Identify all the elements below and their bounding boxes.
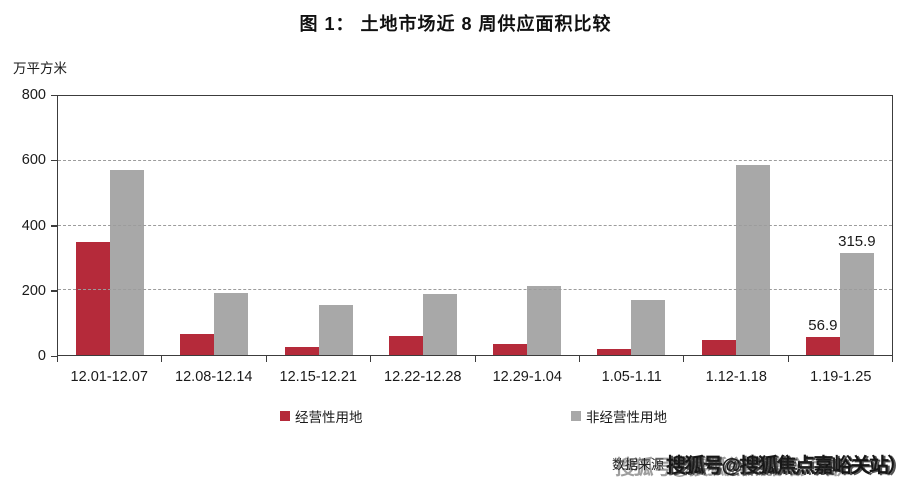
- y-tick-label: 600: [21, 152, 46, 169]
- bar-非经营性用地: [839, 252, 874, 355]
- bar-非经营性用地: [214, 292, 249, 355]
- legend-swatch: [571, 411, 581, 421]
- bar-value-label: 315.9: [838, 232, 876, 250]
- bar-group: [684, 96, 788, 355]
- chart-legend: 经营性用地 非经营性用地: [0, 406, 911, 426]
- bar-非经营性用地: [631, 299, 666, 355]
- bar-经营性用地: [597, 348, 632, 355]
- watermark-text: 搜狐号@搜狐焦点嘉峪关站）: [665, 455, 908, 477]
- bar-slot: [76, 96, 111, 355]
- bar-slot: [701, 96, 736, 355]
- bar-非经营性用地: [527, 286, 562, 355]
- bar-slot: [110, 96, 145, 355]
- bar-value-label: 56.9: [808, 316, 838, 334]
- bar-group: [475, 96, 579, 355]
- x-tick-label: 1.19-1.25: [810, 369, 872, 385]
- bar-slot: [422, 96, 457, 355]
- legend-item-non-operational: 非经营性用地: [571, 406, 667, 426]
- y-tick-mark: [51, 225, 57, 227]
- y-tick-label: 200: [21, 282, 46, 299]
- bar-经营性用地: [284, 346, 319, 355]
- bar-group: [267, 96, 371, 355]
- legend-item-operational: 经营性用地: [280, 406, 363, 426]
- y-tick-mark: [51, 159, 57, 162]
- gridline: [58, 224, 892, 226]
- bar-经营性用地: [180, 333, 215, 355]
- bar-非经营性用地: [110, 170, 145, 355]
- x-tick-label: 1.05-1.11: [601, 369, 662, 385]
- legend-label: 经营性用地: [295, 410, 363, 425]
- y-axis-labels: 0 200 400 600 800: [0, 88, 46, 364]
- x-tick-label: 12.01-12.07: [70, 369, 148, 385]
- x-tick-label: 1.12-1.18: [705, 369, 767, 385]
- chart-title: 图 1： 土地市场近 8 周供应面积比较: [299, 14, 612, 34]
- y-tick-mark: [51, 290, 57, 292]
- bar-非经营性用地: [422, 294, 457, 355]
- data-source-label: 数据来源: [611, 457, 664, 472]
- y-tick-label: 400: [21, 217, 46, 234]
- bar-slot: 56.9: [805, 96, 840, 355]
- bar-非经营性用地: [318, 304, 353, 355]
- bar-经营性用地: [388, 335, 423, 355]
- plot-area: 56.9 315.9: [57, 95, 893, 356]
- x-tick-mark: [684, 356, 789, 362]
- bar-slot: [527, 96, 562, 355]
- y-tick-label: 0: [37, 348, 46, 364]
- bar-slot: [284, 96, 319, 355]
- bar-slot: [214, 96, 249, 355]
- bar-group: [371, 96, 475, 355]
- x-tick-mark: [58, 356, 163, 362]
- y-tick-mark: [51, 355, 57, 357]
- x-axis-labels: 12.01-12.07 12.08-12.14 12.15-12.21 12.22-1…: [57, 369, 893, 385]
- x-tick-label: 12.29-1.04: [492, 369, 562, 385]
- bar-group: 56.9 315.9: [788, 96, 892, 355]
- bar-slot: [388, 96, 423, 355]
- bar-slot: [318, 96, 353, 355]
- y-axis-unit-label: 万平方米: [13, 61, 67, 76]
- x-tick-mark: [476, 356, 580, 362]
- bar-slot: [493, 96, 528, 355]
- bar-group: [162, 96, 266, 355]
- x-tick-mark: [267, 356, 372, 362]
- y-tick-label: 800: [21, 87, 46, 103]
- bar-slot: [631, 96, 666, 355]
- x-tick-mark: [580, 356, 685, 362]
- bar-经营性用地: [805, 336, 840, 355]
- legend-swatch: [280, 411, 290, 421]
- y-tick-mark: [51, 94, 57, 96]
- bar-经营性用地: [493, 343, 528, 355]
- bar-group: [579, 96, 683, 355]
- x-tick-label: 12.22-12.28: [384, 369, 462, 385]
- y-axis-ticks: [51, 94, 57, 357]
- gridline: [58, 159, 892, 161]
- bar-group: [58, 96, 162, 355]
- bar-slot: [180, 96, 215, 355]
- legend-label: 非经营性用地: [586, 410, 667, 425]
- bar-slot: 315.9: [838, 96, 876, 355]
- x-tick-mark: [789, 356, 893, 362]
- x-tick-label: 12.15-12.21: [279, 369, 357, 385]
- x-tick-label: 12.08-12.14: [175, 369, 253, 385]
- gridline: [58, 289, 892, 291]
- bar-groups: 56.9 315.9: [58, 96, 892, 355]
- x-axis-ticks: [57, 356, 893, 362]
- bar-经营性用地: [701, 340, 736, 355]
- bar-非经营性用地: [735, 164, 770, 355]
- bar-经营性用地: [76, 242, 111, 355]
- x-tick-mark: [162, 356, 267, 362]
- bar-slot: [735, 96, 770, 355]
- data-source-row: 数据来源 搜狐号@搜狐焦点嘉峪关站） 搜狐号@搜狐焦点嘉峪关站）: [611, 449, 908, 479]
- x-tick-mark: [371, 356, 476, 362]
- bar-slot: [597, 96, 632, 355]
